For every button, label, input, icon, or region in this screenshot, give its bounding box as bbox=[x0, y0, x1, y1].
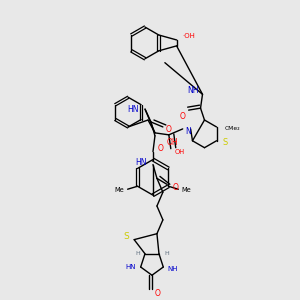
Text: NH: NH bbox=[167, 266, 178, 272]
Text: O: O bbox=[158, 144, 164, 153]
Text: O: O bbox=[166, 125, 172, 134]
Text: CMe₂: CMe₂ bbox=[224, 126, 240, 131]
Text: O: O bbox=[180, 112, 186, 121]
Text: O: O bbox=[173, 183, 179, 192]
Text: HN: HN bbox=[135, 158, 147, 167]
Text: HN: HN bbox=[125, 264, 136, 270]
Text: HN: HN bbox=[128, 105, 139, 114]
Text: S: S bbox=[223, 138, 228, 147]
Text: N: N bbox=[185, 128, 191, 136]
Text: O: O bbox=[155, 289, 161, 298]
Text: Me: Me bbox=[182, 187, 191, 193]
Text: S: S bbox=[123, 232, 129, 241]
Text: OH: OH bbox=[167, 138, 178, 147]
Text: ·OH: ·OH bbox=[182, 33, 195, 39]
Text: H: H bbox=[136, 251, 140, 256]
Text: OH: OH bbox=[175, 149, 185, 155]
Text: H: H bbox=[164, 251, 169, 256]
Text: Me: Me bbox=[115, 187, 124, 193]
Text: NH: NH bbox=[187, 86, 198, 95]
